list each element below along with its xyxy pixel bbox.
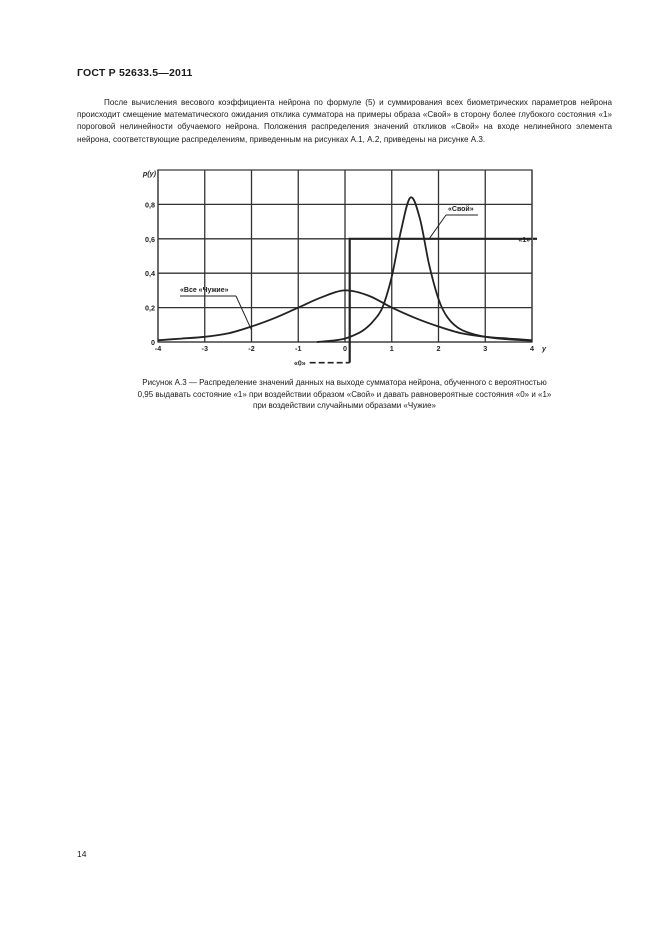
document-header: ГОСТ Р 52633.5—2011 [77, 67, 193, 79]
caption-line-3: при воздействии случайными образами «Чуж… [253, 401, 436, 411]
x-tick-label: 1 [390, 344, 394, 353]
y-axis-label: p(y) [142, 169, 157, 178]
x-tick-label: 0 [343, 344, 347, 353]
figure-caption: Рисунок А.3 — Распределение значений дан… [77, 377, 612, 412]
y-tick-label: 0,4 [145, 269, 155, 278]
x-tick-label: -1 [295, 344, 301, 353]
figure-a3: -4 -3 -2 -1 0 1 2 3 4 0 0,2 0,4 0,6 0,8 p(y) y «Все «Чуж… [120, 164, 560, 372]
annotation-state-zero: «0» [294, 361, 306, 368]
x-tick-label: -2 [248, 344, 254, 353]
x-tick-label: 2 [437, 344, 441, 353]
x-tick-label: -4 [155, 344, 161, 353]
annotation-state-one: «1» [518, 237, 530, 244]
x-tick-label: 3 [483, 344, 487, 353]
y-tick-label: 0,8 [145, 200, 155, 209]
series-line-1 [316, 196, 533, 343]
body-paragraph: После вычисления весового коэффициента н… [77, 98, 612, 144]
x-axis-label: y [541, 344, 547, 353]
y-tick-label: 0,2 [145, 304, 155, 313]
page-number: 14 [77, 849, 87, 859]
series-line-0 [157, 289, 533, 342]
caption-line-2: 0,95 выдавать состояние «1» при воздейст… [137, 389, 552, 399]
annotation-leader [428, 214, 447, 240]
caption-line-1: Рисунок А.3 — Распределение значений дан… [142, 378, 547, 387]
y-tick-label: 0,6 [145, 235, 155, 244]
threshold-line [348, 237, 532, 363]
annotation-leader [235, 295, 252, 331]
chart-svg: -4 -3 -2 -1 0 1 2 3 4 0 0,2 0,4 0,6 0,8 p(y) y «Все «Чуж… [142, 169, 547, 368]
y-tick-label: 0 [151, 338, 155, 347]
annotation-own: «Свой» [448, 205, 474, 213]
x-tick-label: 4 [530, 344, 534, 353]
x-tick-label: -3 [202, 344, 208, 353]
annotation-all-foreign: «Все «Чужие» [180, 287, 229, 294]
